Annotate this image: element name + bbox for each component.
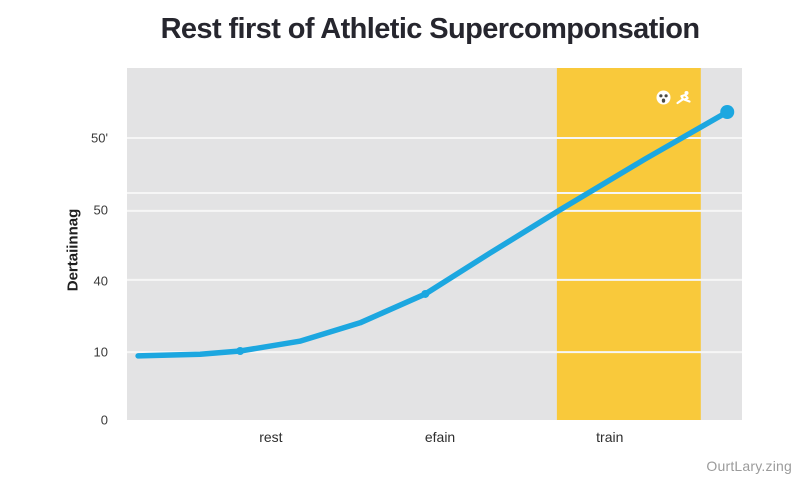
face-icon (656, 90, 671, 105)
end-point-dot (720, 105, 735, 119)
plot-area (127, 68, 742, 420)
runner-icon (676, 91, 691, 105)
y-tick-label: 0 (100, 412, 108, 428)
data-point-marker (236, 347, 245, 356)
y-tick-label: 10 (93, 344, 108, 360)
trace-line (135, 109, 730, 359)
line-chart (127, 68, 742, 420)
x-tick-label: efain (424, 429, 456, 445)
chart-title: Rest first of Athletic Supercomponsation (160, 13, 700, 45)
highlight-band (556, 68, 701, 420)
y-tick-label: 50 (93, 202, 108, 218)
y-tick-label: 50' (91, 130, 108, 146)
watermark: OurtLary.zing (706, 458, 792, 474)
y-axis-title: Dertaiinnag (64, 208, 82, 292)
band-icon-cluster (656, 90, 692, 105)
x-tick-label: train (596, 429, 624, 445)
data-point-marker (421, 289, 430, 298)
y-tick-label: 40 (93, 273, 108, 289)
x-tick-label: rest (259, 429, 283, 445)
